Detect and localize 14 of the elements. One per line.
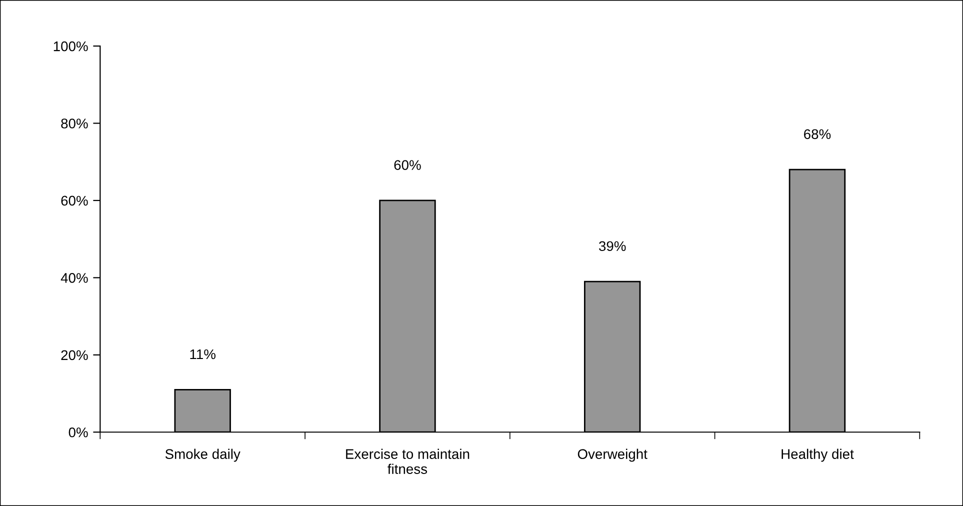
x-tick-label: Healthy diet [782,448,854,462]
data-label: 11% [190,349,216,360]
x-tick-label: Smoke daily [165,448,240,462]
x-tick-label: Overweight [578,448,648,462]
y-tick-label: 100% [54,41,88,52]
y-tick-label: 60% [61,196,88,206]
data-label: 68% [804,129,831,140]
y-tick-label: 80% [61,118,88,128]
y-tick-label: 40% [60,273,88,283]
y-tick-label: 20% [61,350,88,360]
data-label: 60% [394,160,421,170]
data-label: 39% [598,241,626,252]
x-tick-label: Exercise to maintain fitness [346,448,470,474]
y-tick-label: 0% [68,427,88,438]
